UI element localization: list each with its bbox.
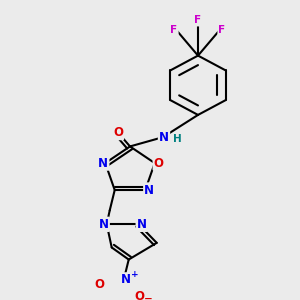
Text: O: O	[95, 278, 105, 291]
Text: O: O	[113, 126, 123, 139]
Text: F: F	[170, 25, 178, 35]
Text: +: +	[131, 270, 139, 279]
Text: N: N	[98, 157, 108, 169]
Text: O: O	[154, 157, 164, 169]
Text: N: N	[121, 273, 131, 286]
Text: N: N	[99, 218, 109, 231]
Text: F: F	[194, 15, 202, 26]
Text: F: F	[218, 25, 226, 35]
Text: H: H	[173, 134, 182, 144]
Text: −: −	[144, 293, 153, 300]
Text: N: N	[144, 184, 154, 196]
Text: N: N	[159, 131, 169, 144]
Text: O: O	[135, 290, 145, 300]
Text: N: N	[137, 218, 147, 231]
